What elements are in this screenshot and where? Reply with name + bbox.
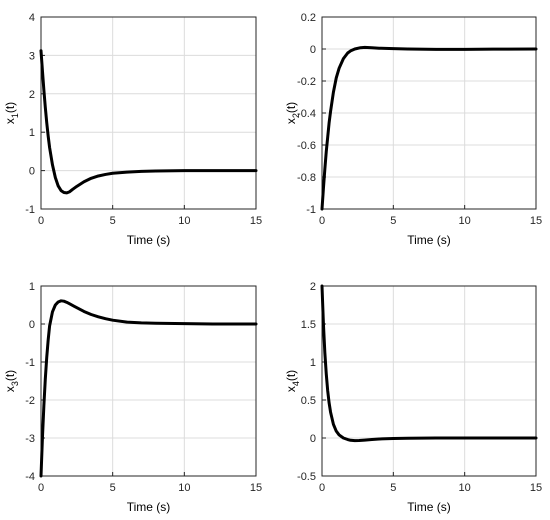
y-axis-label-main: x: [3, 386, 17, 392]
series-line: [39, 299, 258, 478]
x-tick-label: 5: [390, 215, 396, 227]
y-axis-label-subscript: 1: [10, 113, 20, 118]
y-tick-label: 1.5: [301, 319, 316, 331]
chart-panel-3: 0 5 10 15 -4 -3 -2 -1 0 1 Time (s) x3(t): [3, 281, 262, 514]
y-tick-label: -1: [25, 204, 35, 216]
x-tick-label: 5: [110, 482, 116, 494]
y-axis-label-tail: (t): [3, 102, 17, 113]
y-axis-label-tail: (t): [284, 102, 298, 113]
x-tick-label: 10: [178, 215, 190, 227]
y-tick-label: 0.5: [301, 395, 316, 407]
y-axis-label-main: x: [284, 386, 298, 392]
y-tick-label: 2: [29, 89, 35, 101]
x-tick-label: 0: [319, 482, 325, 494]
y-tick-label: 0: [310, 44, 316, 56]
y-axis-label: x2(t): [284, 102, 301, 124]
y-tick-label: 1: [29, 127, 35, 139]
x-axis-label: Time (s): [407, 500, 451, 514]
y-axis-label-subscript: 2: [291, 113, 301, 118]
series-line: [320, 45, 538, 211]
x-axis-label: Time (s): [407, 233, 451, 247]
y-tick-label: -3: [25, 433, 35, 445]
y-axis-label-tail: (t): [3, 370, 17, 381]
y-tick-label: -2: [25, 395, 35, 407]
x-tick-label: 15: [530, 482, 542, 494]
x-axis-label: Time (s): [127, 500, 171, 514]
x-tick-label: 15: [250, 215, 262, 227]
y-tick-label: -0.4: [297, 108, 316, 120]
x-tick-label: 0: [319, 215, 325, 227]
chart-panel-2: 0 5 10 15 -1 -0.8 -0.6 -0.4 -0.2 0 0.2 Time (s) x2(t…: [284, 12, 542, 247]
y-tick-label: -0.8: [297, 172, 316, 184]
y-tick-label: 1: [29, 281, 35, 293]
x-tick-label: 15: [530, 215, 542, 227]
y-tick-label: 4: [29, 12, 35, 24]
y-tick-label: 0: [310, 433, 316, 445]
x-tick-label: 10: [178, 482, 190, 494]
y-tick-label: -1: [306, 204, 316, 216]
x-tick-label: 10: [459, 215, 471, 227]
y-tick-label: -0.6: [297, 140, 316, 152]
x-tick-label: 5: [110, 215, 116, 227]
plot-frame: [40, 16, 257, 210]
x-tick-label: 0: [38, 482, 44, 494]
plot-frame: [40, 285, 257, 477]
y-tick-label: 1: [310, 357, 316, 369]
y-axis-label-subscript: 4: [291, 381, 301, 386]
y-axis-label: x4(t): [284, 370, 301, 392]
y-axis-label-tail: (t): [284, 370, 298, 381]
series-line: [320, 284, 538, 443]
x-tick-label: 5: [390, 482, 396, 494]
y-axis-label: x1(t): [3, 102, 20, 124]
y-tick-label: -1: [25, 357, 35, 369]
y-axis-label-main: x: [284, 118, 298, 124]
x-axis-label: Time (s): [127, 233, 171, 247]
y-tick-label: 0: [29, 319, 35, 331]
series-line: [39, 49, 258, 195]
y-tick-label: 0.2: [301, 12, 316, 24]
y-axis-label-subscript: 3: [10, 381, 20, 386]
y-tick-label: -4: [25, 471, 35, 483]
plot-frame: [321, 285, 537, 477]
y-tick-label: 0: [29, 166, 35, 178]
y-tick-label: -0.2: [297, 76, 316, 88]
y-axis-label: x3(t): [3, 370, 20, 392]
x-tick-label: 15: [250, 482, 262, 494]
y-tick-label: 2: [310, 281, 316, 293]
y-tick-label: -0.5: [297, 471, 316, 483]
y-tick-label: 3: [29, 50, 35, 62]
x-tick-label: 10: [459, 482, 471, 494]
y-axis-label-main: x: [3, 118, 17, 124]
x-tick-label: 0: [38, 215, 44, 227]
